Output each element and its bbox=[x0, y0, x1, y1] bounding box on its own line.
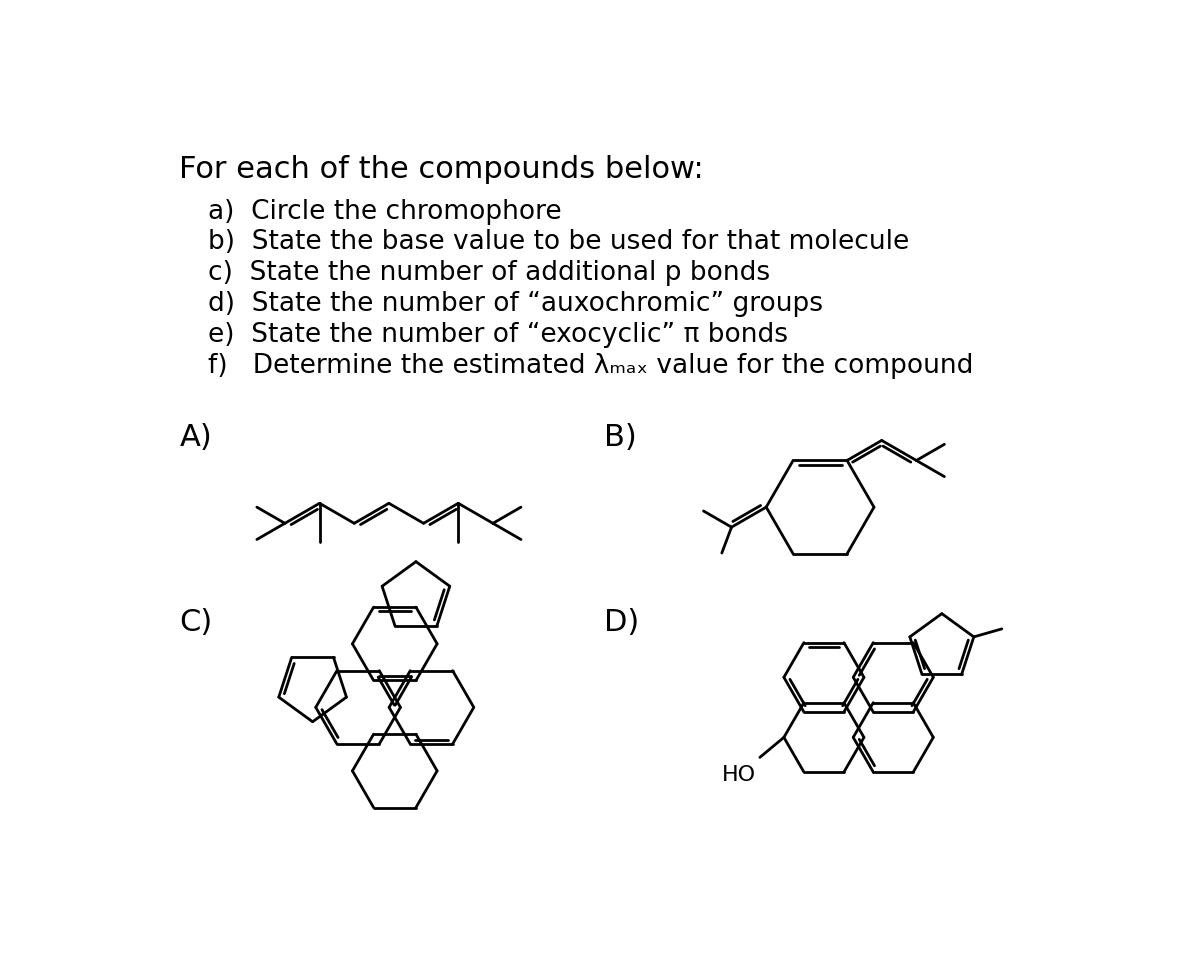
Text: d)  State the number of “auxochromic” groups: d) State the number of “auxochromic” gro… bbox=[209, 290, 823, 317]
Text: A): A) bbox=[179, 423, 212, 452]
Text: C): C) bbox=[179, 607, 213, 636]
Text: For each of the compounds below:: For each of the compounds below: bbox=[179, 156, 704, 185]
Text: e)  State the number of “exocyclic” π bonds: e) State the number of “exocyclic” π bon… bbox=[209, 322, 788, 348]
Text: c)  State the number of additional p bonds: c) State the number of additional p bond… bbox=[209, 259, 770, 286]
Text: a)  Circle the chromophore: a) Circle the chromophore bbox=[209, 198, 562, 224]
Text: b)  State the base value to be used for that molecule: b) State the base value to be used for t… bbox=[209, 229, 909, 255]
Text: f)   Determine the estimated λₘₐₓ value for the compound: f) Determine the estimated λₘₐₓ value fo… bbox=[209, 353, 973, 379]
Text: HO: HO bbox=[722, 764, 756, 784]
Text: D): D) bbox=[604, 607, 640, 636]
Text: B): B) bbox=[604, 423, 637, 452]
